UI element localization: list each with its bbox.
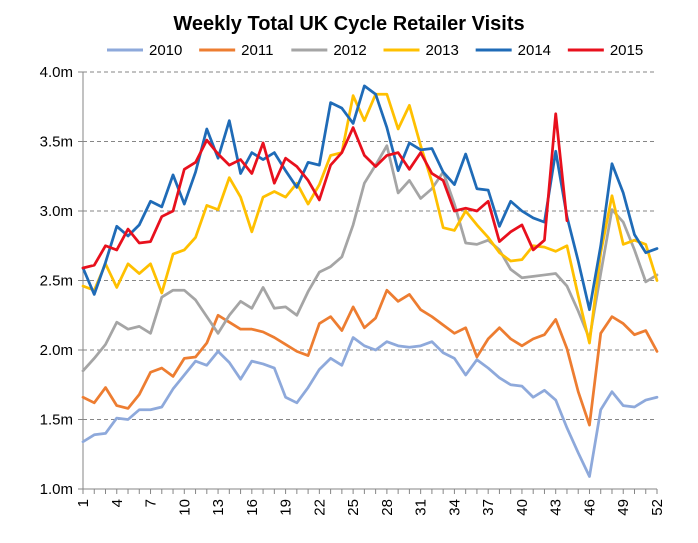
legend-label: 2015: [610, 42, 643, 59]
y-tick-label: 3.5m: [40, 134, 73, 151]
y-tick-label: 1.0m: [40, 481, 73, 498]
series-layer: [81, 84, 659, 478]
x-tick-label: 19: [278, 499, 295, 516]
x-tick-label: 40: [514, 499, 531, 516]
x-tick-label: 4: [109, 499, 126, 507]
x-tick-label: 1: [75, 499, 92, 507]
series-line-2011: [81, 288, 659, 427]
series-line-2013: [81, 92, 659, 345]
x-tick-label: 25: [345, 499, 362, 516]
y-tick-label: 2.0m: [40, 342, 73, 359]
chart-title: Weekly Total UK Cycle Retailer Visits: [173, 13, 524, 35]
x-tick-label: 34: [446, 499, 463, 516]
series-line-2010: [81, 336, 659, 478]
x-tick-label: 16: [244, 499, 261, 516]
x-tick-label: 46: [581, 499, 598, 516]
x-tick-label: 7: [143, 499, 160, 507]
x-tick-label: 10: [176, 499, 193, 516]
y-tick-label: 3.0m: [40, 203, 73, 220]
y-axis: 1.0m 1.5m 2.0m 2.5m 3.0m 3.5m 4.0m: [40, 64, 83, 498]
y-tick-label: 2.5m: [40, 273, 73, 290]
legend-label: 2011: [241, 42, 273, 59]
x-tick-label: 49: [615, 499, 632, 516]
series-line-2015: [81, 112, 569, 270]
x-tick-label: 13: [210, 499, 227, 516]
x-tick-label: 31: [413, 499, 430, 516]
x-tick-label: 52: [649, 499, 666, 516]
x-tick-label: 22: [311, 499, 328, 516]
y-tick-label: 4.0m: [40, 64, 73, 81]
x-tick-label: 37: [480, 499, 497, 516]
legend: 2010 2011 2012 2013 2014 2015: [107, 42, 643, 59]
legend-label: 2010: [149, 42, 182, 59]
y-tick-label: 1.5m: [40, 412, 73, 429]
x-tick-label: 28: [379, 499, 396, 516]
legend-label: 2013: [426, 42, 459, 59]
x-axis: 1 4 7 10 13 16 19 22 25 28 31 34 37 40 43 46 49 52: [75, 489, 666, 516]
x-tick-label: 43: [548, 499, 565, 516]
legend-label: 2014: [518, 42, 551, 59]
series-line-2012: [81, 144, 659, 373]
legend-label: 2012: [333, 42, 366, 59]
